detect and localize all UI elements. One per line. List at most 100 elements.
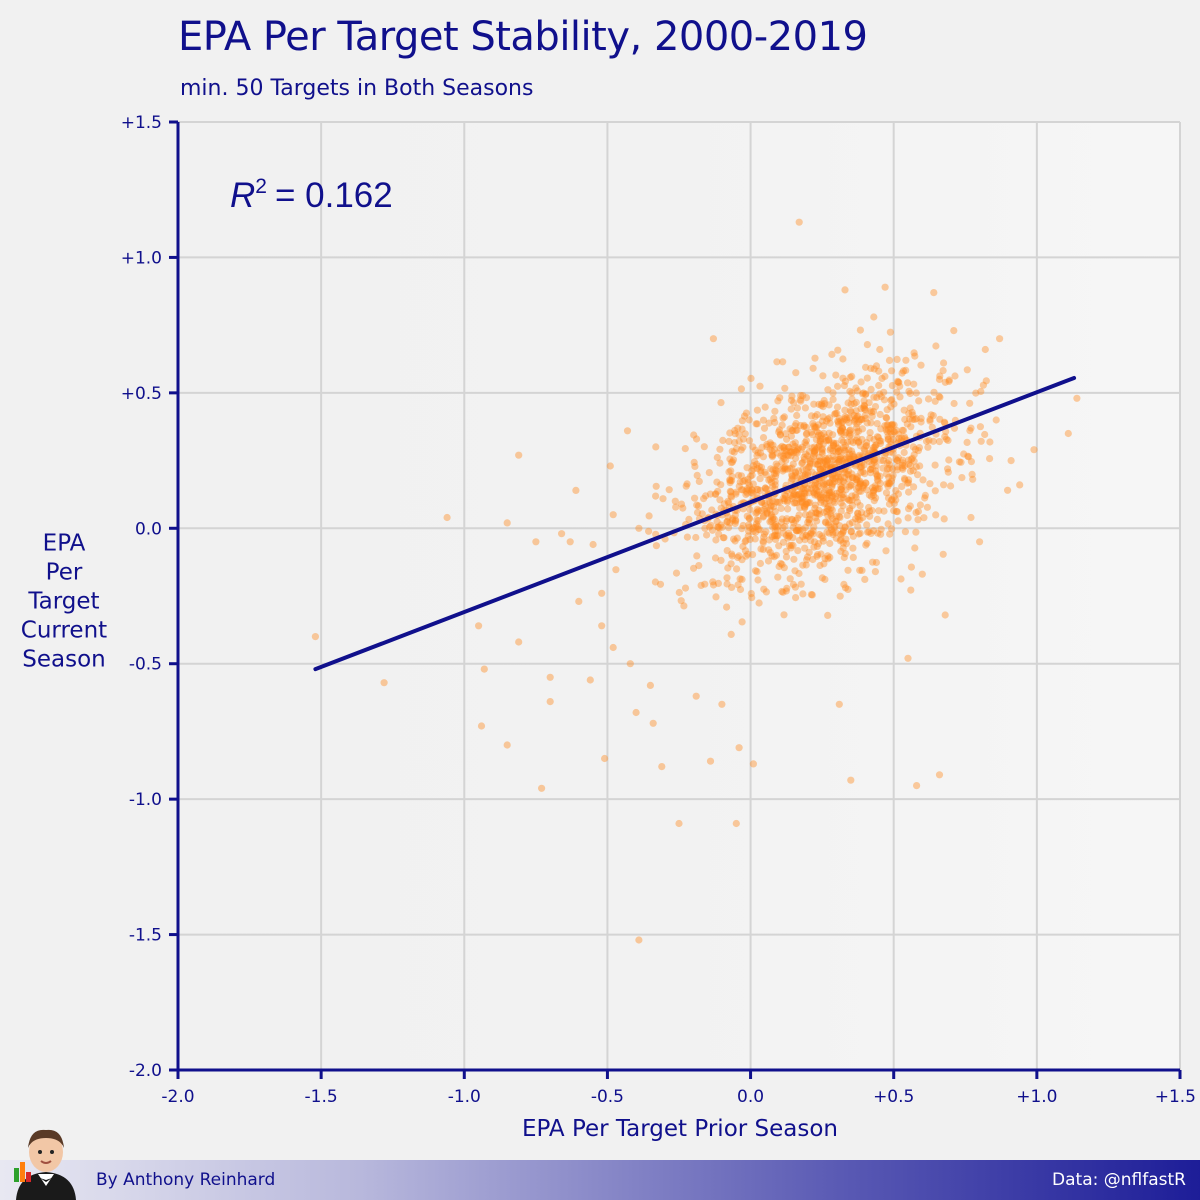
data-point (852, 485, 861, 493)
data-point (854, 509, 862, 518)
data-point (900, 448, 908, 457)
x-tick-label: +1.5 (1155, 1087, 1196, 1107)
data-point (796, 527, 804, 535)
data-point (757, 506, 765, 515)
data-point (682, 482, 690, 490)
data-point (782, 587, 790, 595)
data-point (836, 455, 844, 464)
data-point (935, 375, 944, 383)
data-point (744, 479, 752, 487)
data-point (770, 553, 778, 561)
data-point (881, 422, 889, 430)
data-point (817, 401, 825, 409)
data-point (836, 513, 844, 522)
data-point (757, 545, 765, 553)
data-point (849, 474, 857, 482)
data-point (807, 485, 815, 493)
data-point (763, 443, 771, 451)
data-point (692, 533, 700, 542)
data-point (846, 387, 854, 395)
data-point (788, 426, 796, 435)
data-point (870, 458, 879, 466)
data-point (828, 481, 836, 489)
data-point (651, 578, 660, 586)
data-point (907, 455, 915, 463)
data-point (825, 497, 833, 505)
data-point (755, 462, 763, 471)
data-point (808, 431, 817, 439)
data-point (778, 442, 786, 450)
data-point (838, 484, 846, 492)
data-point (813, 460, 822, 469)
data-point (731, 439, 739, 447)
data-point (838, 424, 847, 433)
data-point (890, 493, 898, 501)
data-point (820, 456, 828, 464)
data-point (838, 530, 846, 538)
data-point (884, 421, 892, 429)
data-point (963, 366, 971, 374)
data-point (716, 445, 724, 453)
data-point (834, 418, 843, 426)
data-point (867, 465, 875, 474)
data-point (811, 504, 819, 512)
data-point (844, 399, 852, 407)
data-point (1030, 446, 1038, 454)
data-point (771, 407, 779, 415)
data-point (672, 569, 681, 577)
data-point (842, 540, 851, 548)
data-point (772, 469, 780, 477)
data-point (852, 475, 860, 483)
data-point (809, 527, 817, 535)
data-point (843, 414, 851, 422)
data-point (681, 584, 690, 592)
data-point (873, 433, 882, 441)
data-point (826, 509, 835, 517)
data-point (811, 412, 819, 421)
data-point (825, 479, 833, 487)
data-point (829, 431, 837, 439)
data-point (729, 456, 738, 464)
data-point (856, 516, 864, 524)
y-axis-title: EPA Per Target Current Season (21, 530, 107, 672)
data-point (752, 509, 760, 517)
data-point (797, 391, 805, 400)
data-point (750, 465, 758, 473)
data-point (867, 492, 875, 500)
data-point (941, 378, 949, 386)
data-point (727, 492, 735, 500)
data-point (822, 455, 830, 463)
data-point (712, 593, 720, 601)
data-point (885, 500, 894, 508)
data-point (912, 415, 920, 423)
data-point (810, 400, 818, 408)
data-point (873, 420, 881, 428)
data-point (852, 493, 860, 501)
data-point (859, 389, 868, 397)
data-point (972, 389, 980, 397)
data-source: Data: @nflfastR (1052, 1170, 1186, 1190)
data-point (652, 492, 660, 500)
data-point (749, 551, 757, 559)
data-point (882, 414, 890, 422)
data-point (782, 547, 790, 555)
data-point (693, 552, 701, 560)
data-point (944, 436, 952, 444)
data-point (911, 445, 920, 453)
data-point (886, 530, 894, 538)
data-point (834, 346, 842, 354)
data-point (665, 486, 673, 494)
grid (178, 121, 1181, 1070)
data-point (792, 469, 800, 477)
data-point (837, 495, 845, 503)
data-point (847, 437, 855, 445)
data-point (899, 426, 908, 434)
data-point (861, 402, 869, 410)
data-point (741, 476, 749, 485)
data-point (766, 439, 774, 447)
data-point (836, 453, 844, 461)
data-point (899, 465, 907, 473)
data-point (924, 443, 932, 451)
data-point (837, 536, 845, 544)
data-point (773, 449, 782, 457)
